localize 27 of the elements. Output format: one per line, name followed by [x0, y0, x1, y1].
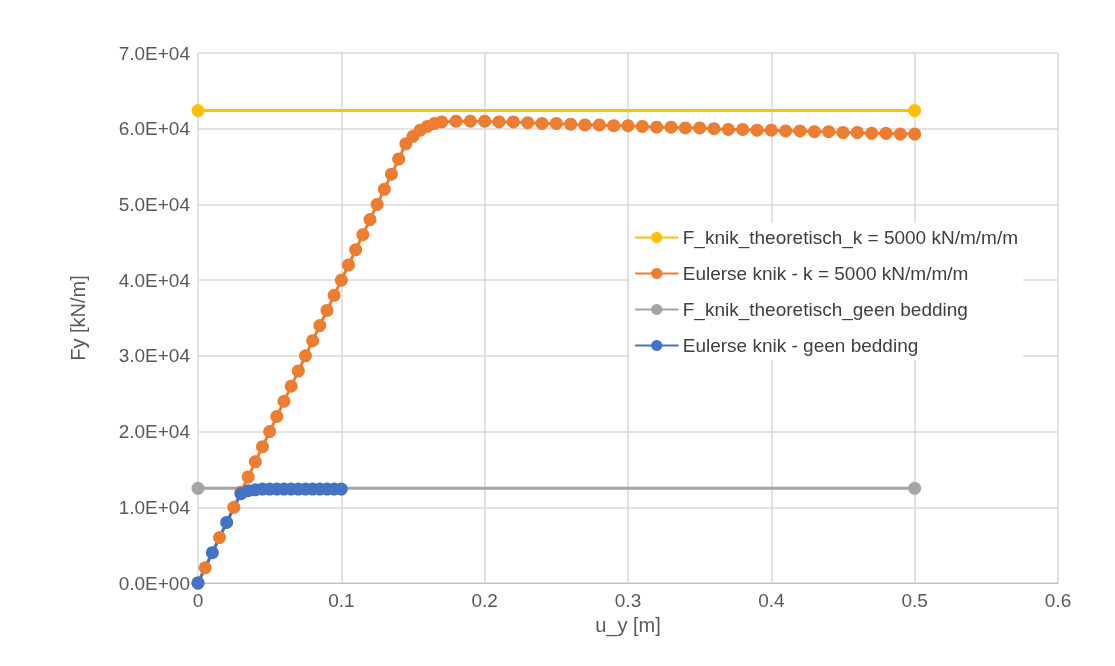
x-tick-label: 0.1	[328, 590, 355, 611]
x-tick-label: 0.2	[471, 590, 498, 611]
legend-label: Eulerse knik - geen bedding	[682, 335, 919, 356]
point	[191, 481, 205, 495]
point	[908, 104, 922, 118]
y-tick-label: 5.0E+04	[118, 193, 191, 215]
x-axis-title: u_y [m]	[595, 613, 661, 637]
point	[205, 546, 219, 560]
y-tick-label: 7.0E+04	[118, 42, 191, 64]
y-tick-label: 2.0E+04	[118, 421, 191, 443]
legend-label: Eulerse knik - k = 5000 kN/m/m/m	[682, 263, 969, 284]
y-tick-label: 6.0E+04	[118, 118, 191, 140]
y-tick-label: 3.0E+04	[118, 345, 191, 367]
y-tick-label: 1.0E+04	[118, 496, 191, 518]
x-tick-label: 0.4	[758, 590, 785, 611]
legend-label: F_knik_theoretisch_geen bedding	[682, 299, 968, 321]
x-tick-label: 0	[192, 590, 204, 611]
point	[908, 481, 922, 495]
x-tick-label: 0.6	[1044, 590, 1072, 611]
x-tick-label: 0.3	[614, 590, 642, 611]
legend-label: F_knik_theoretisch_k = 5000 kN/m/m/m	[682, 227, 1019, 249]
point	[220, 515, 234, 529]
y-tick-label: 4.0E+04	[118, 269, 191, 291]
y-tick-label: 0.0E+00	[118, 572, 190, 594]
point	[191, 104, 205, 118]
x-tick-label: 0.5	[901, 590, 928, 611]
y-axis-title: Fy [kN/m]	[67, 275, 89, 361]
